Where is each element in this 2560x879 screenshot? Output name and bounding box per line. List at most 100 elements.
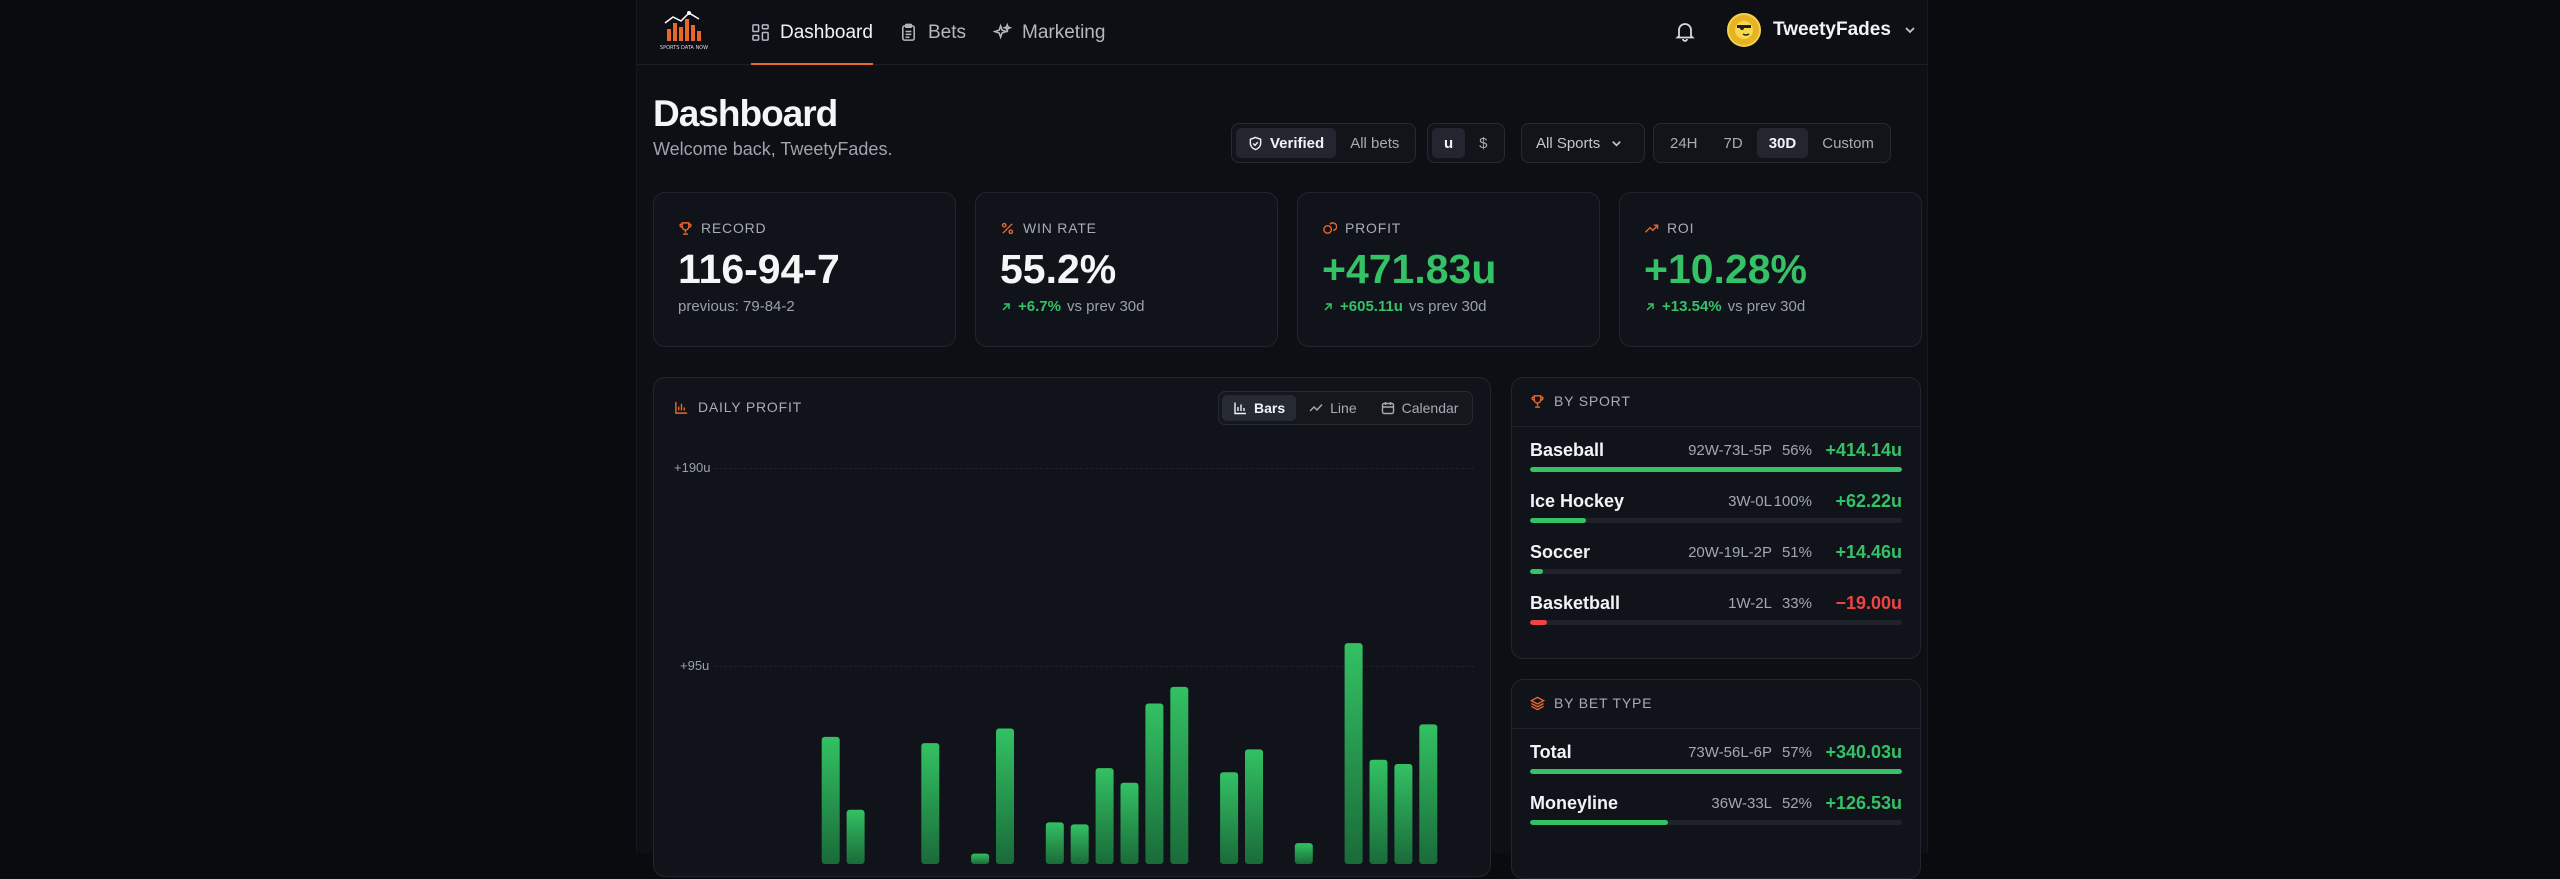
units-dollar-option[interactable]: $ bbox=[1479, 134, 1488, 152]
by-bet-type-title-row: BY BET TYPE bbox=[1530, 695, 1652, 711]
units-u-option[interactable]: u bbox=[1432, 128, 1466, 158]
profit-bar[interactable] bbox=[1070, 824, 1089, 864]
percent-icon bbox=[1001, 222, 1014, 234]
trending-up-icon bbox=[1644, 224, 1659, 233]
chart-tab-calendar[interactable]: Calendar bbox=[1370, 395, 1470, 421]
profit-bar[interactable] bbox=[1419, 724, 1438, 864]
gridline bbox=[714, 468, 1474, 469]
by-sport-title: BY SPORT bbox=[1554, 393, 1631, 409]
row-name: Baseball bbox=[1530, 440, 1605, 460]
page-title: Dashboard bbox=[653, 93, 838, 134]
clipboard-icon bbox=[902, 23, 915, 41]
page: SPORTS DATA NOW Dashboard Bets Marketing… bbox=[636, 0, 1928, 879]
range-custom[interactable]: Custom bbox=[1822, 134, 1874, 152]
profit-value: +471.83u bbox=[1322, 246, 1497, 292]
profit-bar[interactable] bbox=[1145, 703, 1164, 864]
chevron-down-icon bbox=[1612, 140, 1622, 147]
record-label: RECORD bbox=[701, 220, 767, 236]
profit-bar[interactable] bbox=[1220, 772, 1239, 864]
range-7d[interactable]: 7D bbox=[1723, 134, 1743, 152]
row-profit: +126.53u bbox=[1825, 793, 1902, 813]
roi-label-row: ROI bbox=[1644, 220, 1694, 236]
by-sport-title-row: BY SPORT bbox=[1530, 393, 1631, 409]
record-previous: previous: 79-84-2 bbox=[678, 298, 795, 315]
win-rate-label-row: WIN RATE bbox=[1000, 220, 1097, 236]
roi-card: ROI +10.28% +13.54% vs prev 30d bbox=[1619, 192, 1922, 347]
y-tick-label: +190u bbox=[674, 460, 711, 475]
row-bar-track bbox=[1530, 769, 1902, 774]
y-tick-label: +95u bbox=[680, 658, 710, 673]
profit-change-value: +605.11u bbox=[1340, 298, 1403, 315]
profit-bar[interactable] bbox=[846, 809, 865, 864]
row-bar-fill bbox=[1530, 518, 1586, 523]
row-name: Basketball bbox=[1530, 593, 1621, 613]
chevron-down-icon bbox=[1905, 27, 1915, 34]
time-range-filter: 24H 7D 30D Custom bbox=[1653, 123, 1891, 163]
logo-text: SPORTS DATA NOW bbox=[660, 45, 708, 51]
nav-bets[interactable]: Bets bbox=[899, 0, 966, 65]
row-profit: +340.03u bbox=[1825, 742, 1902, 762]
divider bbox=[1512, 426, 1920, 427]
line-chart-icon bbox=[1309, 404, 1323, 412]
verified-option[interactable]: Verified bbox=[1236, 128, 1337, 158]
profit-bar[interactable] bbox=[1095, 768, 1114, 864]
all-bets-option[interactable]: All bets bbox=[1350, 134, 1400, 152]
row-bar-fill bbox=[1530, 769, 1902, 774]
profit-bar[interactable] bbox=[921, 743, 940, 864]
avatar bbox=[1727, 13, 1761, 47]
profit-bar[interactable] bbox=[996, 728, 1014, 864]
profit-bar[interactable] bbox=[1369, 759, 1388, 864]
profit-bar[interactable] bbox=[821, 736, 840, 864]
profit-bar[interactable] bbox=[1045, 822, 1064, 864]
dashboard-grid-icon bbox=[752, 24, 769, 41]
bell-icon[interactable] bbox=[1673, 19, 1697, 43]
by-bet-type-panel: BY BET TYPE Total 73W-56L-6P 57% +340.03u Mo… bbox=[1511, 679, 1921, 879]
row-bar-fill bbox=[1530, 820, 1668, 825]
sport-select-value: All Sports bbox=[1536, 134, 1601, 152]
record-label-row: RECORD bbox=[678, 220, 766, 236]
row-bar-track bbox=[1530, 620, 1902, 625]
top-nav: SPORTS DATA NOW Dashboard Bets Marketing… bbox=[637, 0, 1927, 65]
profit-bar[interactable] bbox=[1245, 749, 1263, 864]
trophy-icon bbox=[1531, 394, 1544, 408]
chart-tab-calendar-label: Calendar bbox=[1401, 400, 1459, 416]
chart-tab-line[interactable]: Line bbox=[1298, 395, 1367, 421]
profit-bar[interactable] bbox=[1120, 782, 1139, 864]
daily-profit-panel: DAILY PROFIT Bars Line Calendar +190u +9… bbox=[653, 377, 1491, 877]
chart-tab-line-label: Line bbox=[1330, 400, 1357, 416]
sport-select[interactable]: All Sports bbox=[1521, 123, 1645, 163]
row-record: 73W-56L-6P bbox=[1688, 744, 1772, 761]
by-bet-type-title: BY BET TYPE bbox=[1554, 695, 1653, 711]
row-bar-track bbox=[1530, 569, 1902, 574]
row-record: 20W-19L-2P bbox=[1688, 544, 1772, 561]
nav-marketing[interactable]: Marketing bbox=[993, 0, 1105, 65]
profit-bar[interactable] bbox=[971, 853, 990, 864]
chart-tab-bars[interactable]: Bars bbox=[1222, 395, 1297, 421]
gridline bbox=[714, 666, 1474, 667]
username: TweetyFades bbox=[1773, 19, 1891, 40]
row-profit: +414.14u bbox=[1825, 440, 1902, 460]
range-30d[interactable]: 30D bbox=[1756, 128, 1809, 158]
arrow-up-right-icon bbox=[1324, 302, 1332, 311]
profit-change: +605.11u vs prev 30d bbox=[1322, 298, 1487, 315]
profit-bar[interactable] bbox=[1344, 643, 1363, 864]
record-card: RECORD 116-94-7 previous: 79-84-2 bbox=[653, 192, 956, 347]
trophy-icon bbox=[679, 221, 692, 235]
profit-bar[interactable] bbox=[1170, 686, 1189, 864]
range-24h[interactable]: 24H bbox=[1670, 134, 1698, 152]
divider bbox=[1512, 728, 1920, 729]
user-menu[interactable]: TweetyFades bbox=[1727, 11, 1917, 49]
nav-dashboard[interactable]: Dashboard bbox=[751, 0, 873, 65]
profit-bar[interactable] bbox=[1394, 763, 1413, 864]
win-rate-label: WIN RATE bbox=[1023, 220, 1097, 236]
chart-tab-bars-label: Bars bbox=[1254, 400, 1286, 416]
profit-bar[interactable] bbox=[1294, 843, 1313, 864]
profit-change-suffix: vs prev 30d bbox=[1408, 298, 1487, 315]
row-name: Total bbox=[1530, 742, 1572, 762]
daily-profit-title: DAILY PROFIT bbox=[698, 399, 802, 415]
win-rate-card: WIN RATE 55.2% +6.7% vs prev 30d bbox=[975, 192, 1278, 347]
row-name: Soccer bbox=[1530, 542, 1591, 562]
win-rate-change: +6.7% vs prev 30d bbox=[1000, 298, 1145, 315]
row-win-pct: 100% bbox=[1773, 493, 1812, 510]
sports-data-now-logo[interactable]: SPORTS DATA NOW bbox=[653, 9, 715, 51]
